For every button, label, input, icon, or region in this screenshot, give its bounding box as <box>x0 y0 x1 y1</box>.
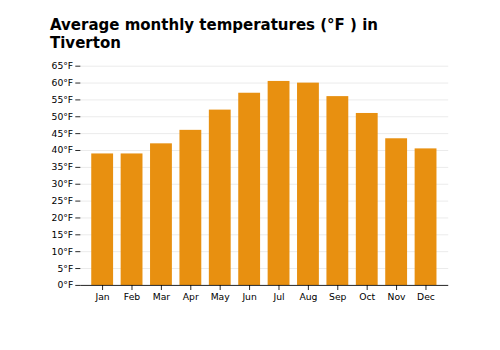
svg-text:Jun: Jun <box>241 291 257 302</box>
svg-text:Dec: Dec <box>417 291 435 302</box>
svg-text:15°F: 15°F <box>52 229 74 240</box>
svg-text:60°F: 60°F <box>52 77 74 88</box>
svg-text:Apr: Apr <box>183 291 199 302</box>
svg-text:Oct: Oct <box>359 291 375 302</box>
svg-text:30°F: 30°F <box>52 178 74 189</box>
svg-text:Jul: Jul <box>272 291 284 302</box>
svg-text:50°F: 50°F <box>52 111 74 122</box>
svg-text:Aug: Aug <box>299 291 317 302</box>
svg-text:Feb: Feb <box>124 291 140 302</box>
svg-text:Mar: Mar <box>153 291 171 302</box>
svg-text:55°F: 55°F <box>52 94 74 105</box>
svg-text:25°F: 25°F <box>52 195 74 206</box>
svg-text:May: May <box>211 291 231 302</box>
svg-text:0°F: 0°F <box>57 279 73 290</box>
svg-text:Jan: Jan <box>94 291 109 302</box>
svg-text:35°F: 35°F <box>52 161 74 172</box>
svg-text:Nov: Nov <box>388 291 407 302</box>
html-text:Average monthly temperatures (: Average monthly temperatures (°F ) in Ti… <box>50 16 378 52</box>
svg-text:40°F: 40°F <box>52 144 74 155</box>
svg-text:10°F: 10°F <box>52 246 74 257</box>
svg-text:5°F: 5°F <box>57 263 73 274</box>
svg-text:45°F: 45°F <box>52 128 74 139</box>
svg-text:65°F: 65°F <box>52 60 74 71</box>
svg-text:20°F: 20°F <box>52 212 74 223</box>
svg-text:Sep: Sep <box>329 291 347 302</box>
